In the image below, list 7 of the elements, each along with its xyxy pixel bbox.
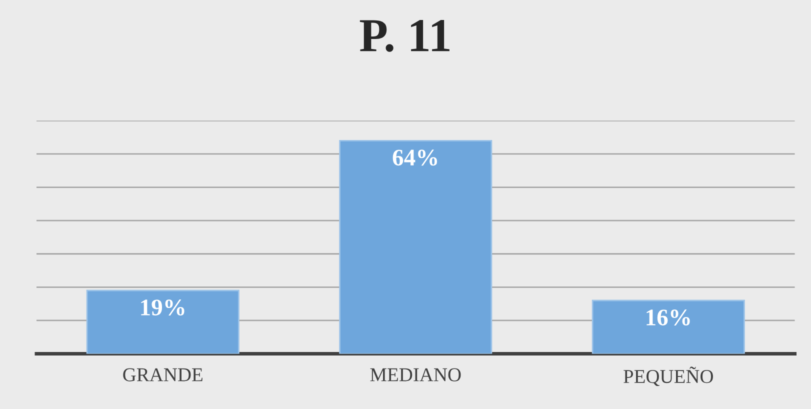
x-tick-label: MEDIANO	[370, 368, 461, 382]
data-label: 16%	[646, 310, 690, 326]
x-tick-label: PEQUEÑO	[624, 366, 713, 386]
data-label: 19%	[141, 300, 184, 316]
data-label: 64%	[392, 150, 438, 166]
x-tick-label: GRANDE	[123, 368, 202, 382]
chart-title: P. 11	[360, 20, 450, 52]
